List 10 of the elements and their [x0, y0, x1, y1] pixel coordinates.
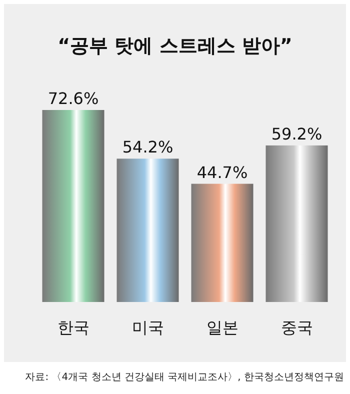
data-label: 54.2%: [122, 138, 174, 157]
data-label: 59.2%: [271, 124, 322, 144]
data-label: 44.7%: [196, 162, 248, 182]
x-tick-label: 한국: [57, 318, 90, 337]
chart-title: “공부 탓에 스트레스 받아”: [58, 35, 292, 57]
x-tick-label: 미국: [132, 318, 164, 337]
data-label: 72.6%: [48, 89, 99, 108]
text: 자료: 〈4개국 청소년 건강실태 국제비교조사〉, 한국청소년정책연구원: [25, 372, 344, 383]
x-tick-label: 중국: [280, 318, 313, 337]
x-tick-label: 일본: [206, 318, 238, 337]
